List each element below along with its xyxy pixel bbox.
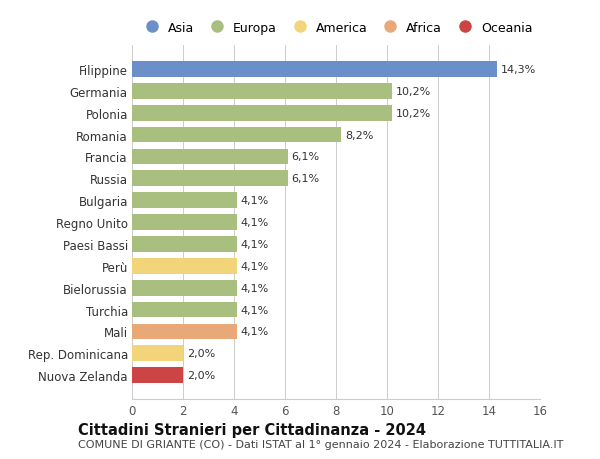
Bar [132,171,287,187]
Text: Cittadini Stranieri per Cittadinanza - 2024: Cittadini Stranieri per Cittadinanza - 2… [78,422,426,437]
Bar [132,193,236,209]
Bar [132,324,236,340]
Bar [132,215,236,230]
Text: 6,1%: 6,1% [292,174,320,184]
Text: 2,0%: 2,0% [187,348,215,358]
Bar [132,236,236,252]
Text: 10,2%: 10,2% [396,87,431,97]
Text: 8,2%: 8,2% [345,130,373,140]
Bar [132,128,341,143]
Text: 4,1%: 4,1% [241,196,269,206]
Bar [132,258,236,274]
Text: 4,1%: 4,1% [241,327,269,337]
Bar [132,302,236,318]
Text: 2,0%: 2,0% [187,370,215,381]
Bar [132,368,183,383]
Text: 4,1%: 4,1% [241,305,269,315]
Text: 4,1%: 4,1% [241,240,269,249]
Legend: Asia, Europa, America, Africa, Oceania: Asia, Europa, America, Africa, Oceania [134,17,538,40]
Bar [132,149,287,165]
Text: 4,1%: 4,1% [241,261,269,271]
Text: COMUNE DI GRIANTE (CO) - Dati ISTAT al 1° gennaio 2024 - Elaborazione TUTTITALIA: COMUNE DI GRIANTE (CO) - Dati ISTAT al 1… [78,440,563,449]
Text: 10,2%: 10,2% [396,108,431,118]
Bar [132,280,236,296]
Bar [132,62,497,78]
Text: 4,1%: 4,1% [241,218,269,228]
Bar [132,106,392,121]
Bar [132,84,392,100]
Text: 4,1%: 4,1% [241,283,269,293]
Bar [132,346,183,361]
Text: 6,1%: 6,1% [292,152,320,162]
Text: 14,3%: 14,3% [500,65,536,75]
